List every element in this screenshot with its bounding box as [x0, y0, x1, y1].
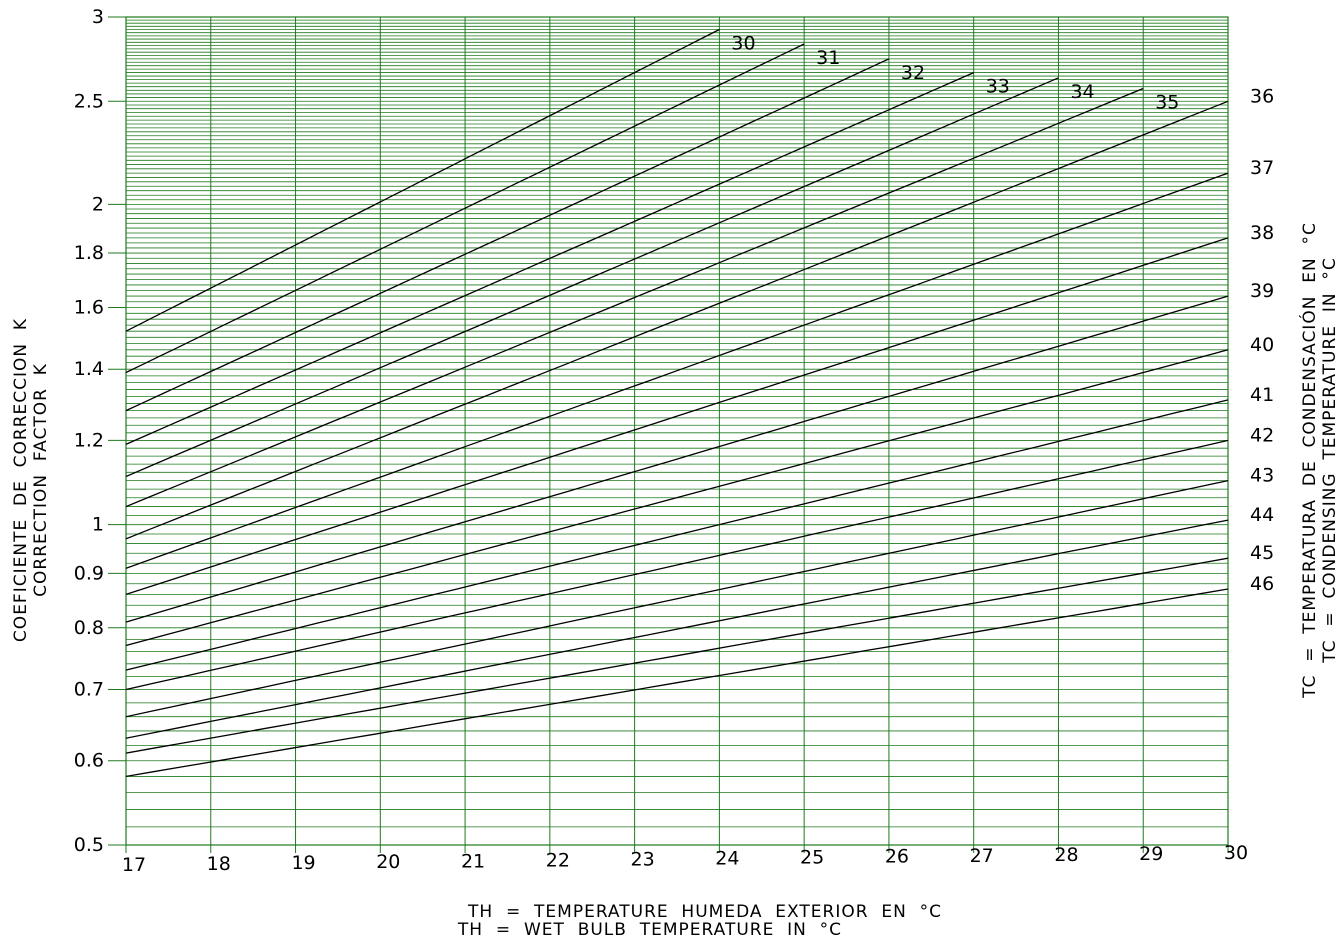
- curve-tc-40: [125, 349, 1229, 647]
- curve-label-tc-44: 44: [1250, 504, 1274, 526]
- curve-tc-42: [125, 439, 1229, 691]
- curve-tc-41: [125, 399, 1229, 671]
- curve-label-tc-38: 38: [1250, 222, 1274, 244]
- curve-label-tc-41: 41: [1250, 384, 1274, 406]
- grid: [108, 16, 1229, 853]
- curve-label-tc-36: 36: [1250, 85, 1274, 107]
- curve-tc-38: [125, 237, 1229, 596]
- curve-label-tc-30: 30: [731, 32, 755, 54]
- x-tick-label: 23: [631, 848, 655, 870]
- curve-tc-46: [125, 588, 1229, 778]
- curve-tc-43: [125, 479, 1229, 718]
- x-tick-label: 19: [291, 852, 315, 874]
- y-axis-label-line-1: COEFICIENTE DE CORRECCION K: [11, 318, 31, 642]
- x-tick-label: 30: [1224, 842, 1248, 864]
- curves: [125, 28, 1229, 778]
- tick-labels: 3 2.5 2 1.8 1.6 1.4 1.2 1 0.9 0.8 0.7 0.6 0.5 17 18 19 2…: [74, 6, 1248, 876]
- y-tick-label: 3: [92, 6, 104, 28]
- y-tick-label: 2.5: [74, 90, 104, 112]
- x-tick-label: 26: [885, 846, 909, 868]
- x-tick-label: 18: [207, 853, 231, 875]
- y-tick-label: 1.2: [74, 429, 104, 451]
- curve-label-tc-35: 35: [1155, 91, 1179, 113]
- x-tick-label: 28: [1054, 844, 1078, 866]
- x-tick-label: 25: [800, 847, 824, 869]
- curve-label-tc-43: 43: [1250, 465, 1274, 487]
- curve-tc-35: [125, 87, 1144, 508]
- x-tick-label: 17: [122, 854, 146, 876]
- x-tick-label: 24: [715, 848, 739, 870]
- curve-label-tc-33: 33: [986, 76, 1010, 98]
- y-tick-label: 2: [92, 193, 104, 215]
- y-tick-label: 1: [92, 514, 104, 536]
- right-axis-label-line-1: TC = TEMPERATURA DE CONDENSACIÓN EN °C: [1298, 222, 1320, 699]
- curve-tc-33: [125, 72, 974, 445]
- right-axis-label-line-2: TC = CONDENSING TEMPERATURE IN °C: [1320, 257, 1340, 663]
- plot-frame: [125, 16, 1229, 846]
- curve-label-tc-31: 31: [816, 47, 840, 69]
- y-axis-label-line-2: CORRECTION FACTOR K: [31, 363, 51, 597]
- curve-tc-37: [125, 172, 1229, 569]
- curve-tc-30: [125, 28, 720, 332]
- curve-label-tc-34: 34: [1070, 81, 1094, 103]
- curve-label-tc-37: 37: [1250, 157, 1274, 179]
- x-tick-label: 29: [1139, 843, 1163, 865]
- curve-tc-44: [125, 519, 1229, 739]
- curve-tc-31: [125, 43, 805, 374]
- y-tick-label: 0.9: [74, 562, 104, 584]
- curve-label-tc-45: 45: [1250, 542, 1274, 564]
- curve-tc-34: [125, 77, 1059, 478]
- y-tick-label: 1.6: [74, 296, 104, 318]
- curve-label-tc-40: 40: [1250, 334, 1274, 356]
- x-tick-label: 27: [970, 845, 994, 867]
- curve-tc-32: [125, 58, 890, 412]
- x-tick-label: 21: [461, 850, 485, 872]
- curve-labels: 30 31 32 33 34 35 36 37 38 39 40 41 42 43 44 45 46: [731, 32, 1274, 595]
- curve-tc-45: [125, 557, 1229, 754]
- y-tick-label: 0.6: [74, 750, 104, 772]
- x-axis-label-line-1: TH = TEMPERATURE HUMEDA EXTERIOR EN °C: [467, 902, 942, 922]
- curve-tc-39: [125, 295, 1229, 623]
- y-tick-label: 1.8: [74, 242, 104, 264]
- x-tick-label: 22: [546, 849, 570, 871]
- curve-tc-36: [125, 100, 1229, 540]
- curve-label-tc-46: 46: [1250, 573, 1274, 595]
- y-tick-label: 0.5: [74, 834, 104, 856]
- y-tick-label: 0.7: [74, 679, 104, 701]
- x-tick-label: 20: [376, 851, 400, 873]
- curve-label-tc-39: 39: [1250, 280, 1274, 302]
- curve-label-tc-42: 42: [1250, 424, 1274, 446]
- y-tick-label: 0.8: [74, 617, 104, 639]
- y-tick-label: 1.4: [74, 358, 104, 380]
- curve-label-tc-32: 32: [901, 62, 925, 84]
- x-axis-label-line-2: TH = WET BULB TEMPERATURE IN °C: [457, 920, 842, 939]
